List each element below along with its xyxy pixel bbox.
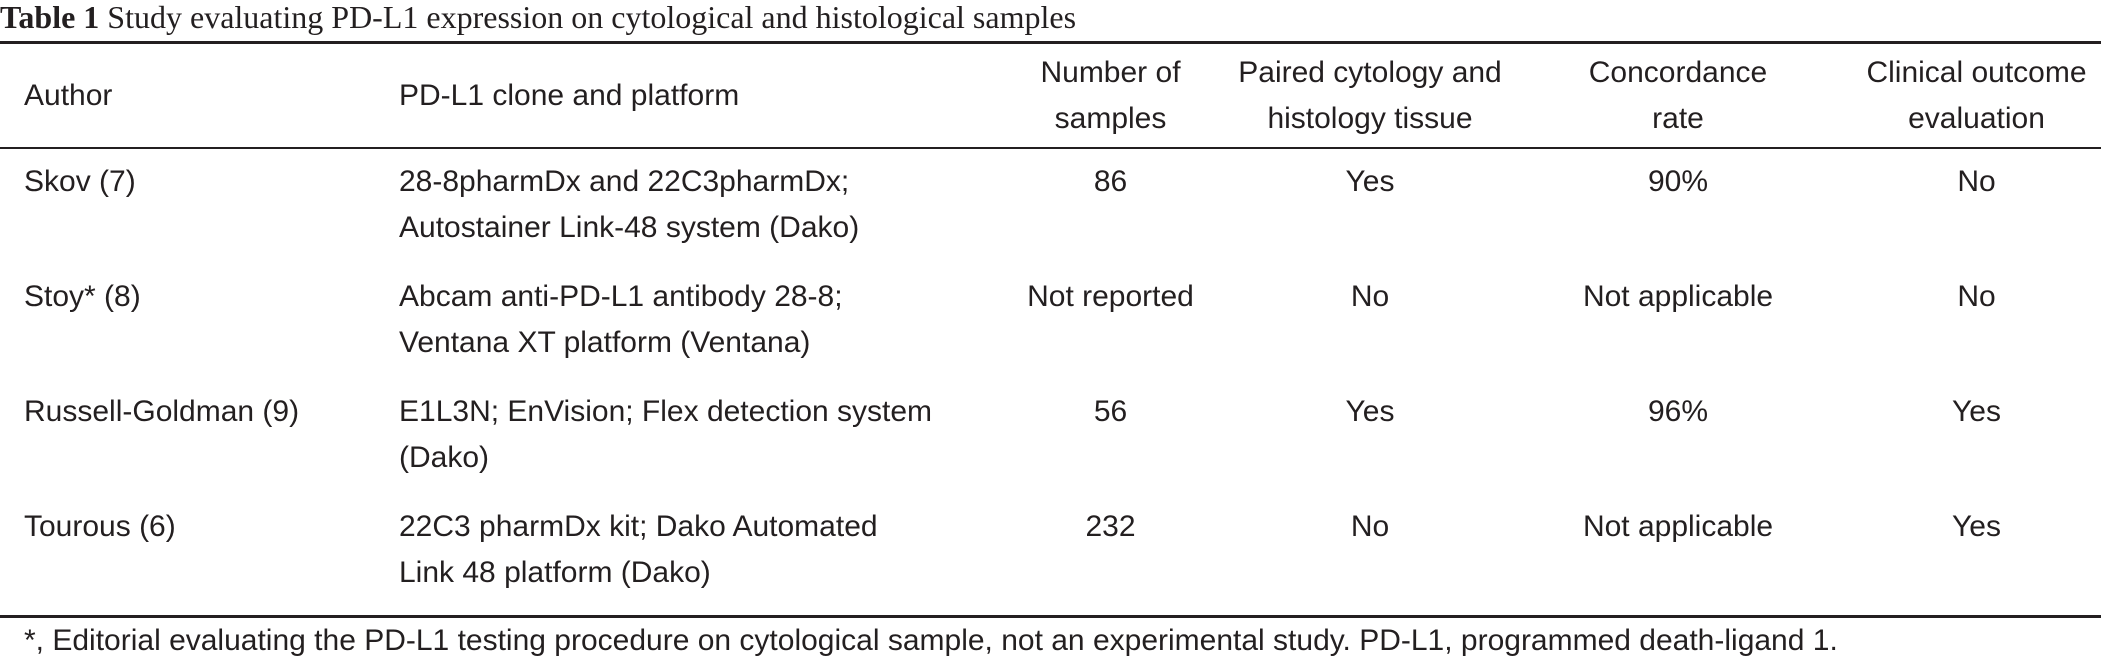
header-concordance-rate-line1: Concordance: [1588, 55, 1768, 89]
table-footnote: *, Editorial evaluating the PD-L1 testin…: [24, 624, 1838, 657]
table-row: Russell-Goldman (9) E1L3N; EnVision; Fle…: [0, 377, 2101, 492]
table-header: Author PD-L1 clone and platform Number o…: [0, 44, 2101, 147]
cell-clone-platform: 28-8pharmDx and 22C3pharmDx; Autostainer…: [399, 147, 1009, 262]
cell-clinical-outcome: No: [1957, 165, 1996, 198]
cell-number-of-samples: 86: [1093, 165, 1128, 198]
header-number-of-samples-line2: samples: [1054, 101, 1167, 135]
cell-concordance-rate: Not applicable: [1582, 510, 1774, 543]
table-caption-label: Table 1: [0, 0, 100, 35]
header-clinical-outcome-line1: Clinical outcome: [1866, 55, 2087, 89]
cell-clinical-outcome: Yes: [1952, 395, 2001, 428]
table-header-rule: [0, 147, 2101, 149]
cell-clone-platform-line2: Ventana XT platform (Ventana): [399, 326, 811, 359]
cell-author: Stoy* (8): [24, 280, 141, 313]
cell-paired-tissue: No: [1350, 510, 1390, 543]
cell-number-of-samples: 232: [1085, 510, 1136, 543]
header-author: Author: [24, 78, 113, 112]
cell-clone-platform-line2: (Dako): [399, 441, 490, 474]
cell-concordance-rate: 96%: [1647, 395, 1709, 428]
header-concordance-rate-line2: rate: [1652, 101, 1704, 135]
cell-paired-tissue: Yes: [1345, 165, 1395, 198]
cell-clone-platform-line1: 22C3 pharmDx kit; Dako Automated: [399, 510, 878, 543]
cell-paired-tissue: Yes: [1345, 395, 1395, 428]
cell-clone-platform: 22C3 pharmDx kit; Dako Automated Link 48…: [399, 492, 1009, 607]
cell-number-of-samples: 56: [1093, 395, 1128, 428]
table-caption: Table 1 Study evaluating PD-L1 expressio…: [0, 0, 1076, 42]
cell-clone-platform: Abcam anti-PD-L1 antibody 28-8; Ventana …: [399, 262, 1009, 377]
header-clone-platform: PD-L1 clone and platform: [399, 78, 740, 112]
cell-clone-platform-line2: Link 48 platform (Dako): [399, 556, 711, 589]
cell-author: Tourous (6): [24, 510, 176, 543]
cell-author: Russell-Goldman (9): [24, 395, 300, 428]
header-paired-tissue-line1: Paired cytology and: [1238, 55, 1502, 89]
header-paired-tissue-line2: histology tissue: [1267, 101, 1473, 135]
table-top-rule: [0, 41, 2101, 44]
cell-number-of-samples: Not reported: [1027, 280, 1194, 313]
cell-paired-tissue: No: [1350, 280, 1390, 313]
table-row: Stoy* (8) Abcam anti-PD-L1 antibody 28-8…: [0, 262, 2101, 377]
cell-concordance-rate: 90%: [1647, 165, 1709, 198]
header-number-of-samples-line1: Number of: [1040, 55, 1181, 89]
table-row: Skov (7) 28-8pharmDx and 22C3pharmDx; Au…: [0, 147, 2101, 262]
header-row: Author PD-L1 clone and platform Number o…: [0, 44, 2101, 147]
header-number-of-samples: Number of samples: [1009, 44, 1212, 147]
table-row: Tourous (6) 22C3 pharmDx kit; Dako Autom…: [0, 492, 2101, 607]
header-paired-tissue: Paired cytology and histology tissue: [1212, 44, 1528, 147]
cell-clinical-outcome: Yes: [1952, 510, 2001, 543]
study-table: Author PD-L1 clone and platform Number o…: [0, 44, 2101, 607]
table-body: Skov (7) 28-8pharmDx and 22C3pharmDx; Au…: [0, 147, 2101, 607]
header-clinical-outcome: Clinical outcome evaluation: [1828, 44, 2101, 147]
header-concordance-rate: Concordance rate: [1528, 44, 1828, 147]
cell-concordance-rate: Not applicable: [1582, 280, 1774, 313]
cell-clone-platform: E1L3N; EnVision; Flex detection system (…: [399, 377, 1009, 492]
cell-clone-platform-line2: Autostainer Link-48 system (Dako): [399, 211, 860, 244]
table-caption-text: Study evaluating PD-L1 expression on cyt…: [107, 0, 1077, 35]
cell-clinical-outcome: No: [1957, 280, 1996, 313]
header-clinical-outcome-line2: evaluation: [1908, 101, 2045, 135]
cell-author: Skov (7): [24, 165, 136, 198]
table-bottom-rule: [0, 615, 2101, 618]
cell-clone-platform-line1: Abcam anti-PD-L1 antibody 28-8;: [399, 280, 843, 313]
cell-clone-platform-line1: 28-8pharmDx and 22C3pharmDx;: [399, 165, 850, 198]
cell-clone-platform-line1: E1L3N; EnVision; Flex detection system: [399, 395, 933, 428]
